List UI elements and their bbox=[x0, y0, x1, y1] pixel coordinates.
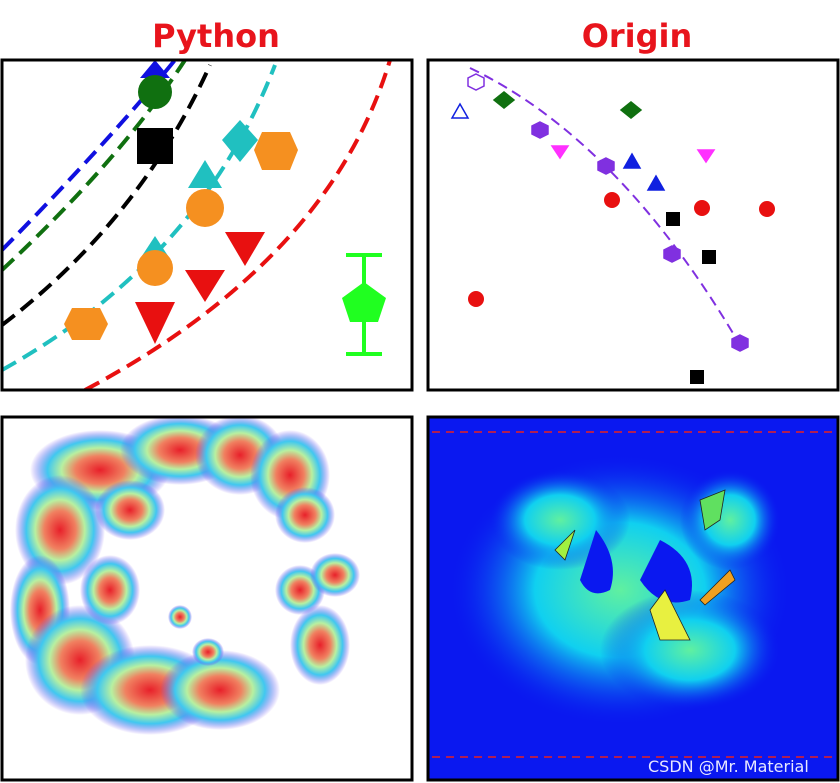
marker bbox=[663, 245, 681, 263]
curve bbox=[469, 67, 741, 346]
marker bbox=[531, 121, 549, 139]
curve bbox=[84, 60, 392, 390]
panel-frame bbox=[0, 415, 414, 782]
marker bbox=[135, 302, 175, 344]
marker bbox=[467, 73, 485, 91]
marker bbox=[222, 120, 258, 162]
marker bbox=[64, 308, 108, 340]
marker bbox=[550, 145, 570, 160]
marker bbox=[254, 132, 298, 170]
marker bbox=[137, 250, 173, 286]
marker bbox=[597, 157, 615, 175]
watermark: CSDN @Mr. Material bbox=[648, 757, 809, 776]
marker bbox=[138, 75, 172, 109]
marker bbox=[619, 101, 643, 119]
origin-scatter bbox=[450, 67, 775, 384]
origin-markers bbox=[450, 73, 775, 384]
marker bbox=[225, 232, 265, 266]
marker bbox=[666, 212, 680, 226]
marker bbox=[694, 200, 710, 216]
marker bbox=[731, 334, 749, 352]
panel-frame bbox=[426, 415, 840, 782]
marker bbox=[690, 370, 704, 384]
marker bbox=[702, 250, 716, 264]
marker bbox=[492, 91, 516, 109]
marker bbox=[646, 174, 666, 191]
marker bbox=[188, 160, 222, 188]
marker bbox=[342, 282, 386, 322]
marker bbox=[137, 128, 173, 164]
marker bbox=[140, 60, 170, 78]
marker bbox=[185, 270, 225, 302]
python-contour bbox=[10, 415, 360, 735]
title-left: Python bbox=[152, 17, 280, 55]
panel-frame bbox=[426, 58, 840, 392]
origin-contour bbox=[450, 455, 790, 725]
python-scatter bbox=[2, 60, 392, 390]
curve bbox=[2, 64, 277, 372]
marker bbox=[450, 102, 470, 119]
marker bbox=[186, 189, 224, 227]
marker bbox=[468, 291, 484, 307]
marker bbox=[622, 152, 642, 169]
curve bbox=[2, 64, 212, 327]
python-markers bbox=[64, 60, 386, 356]
panel-frame bbox=[0, 58, 414, 392]
title-right: Origin bbox=[582, 17, 693, 55]
marker bbox=[604, 192, 620, 208]
marker bbox=[696, 149, 716, 164]
marker bbox=[759, 201, 775, 217]
